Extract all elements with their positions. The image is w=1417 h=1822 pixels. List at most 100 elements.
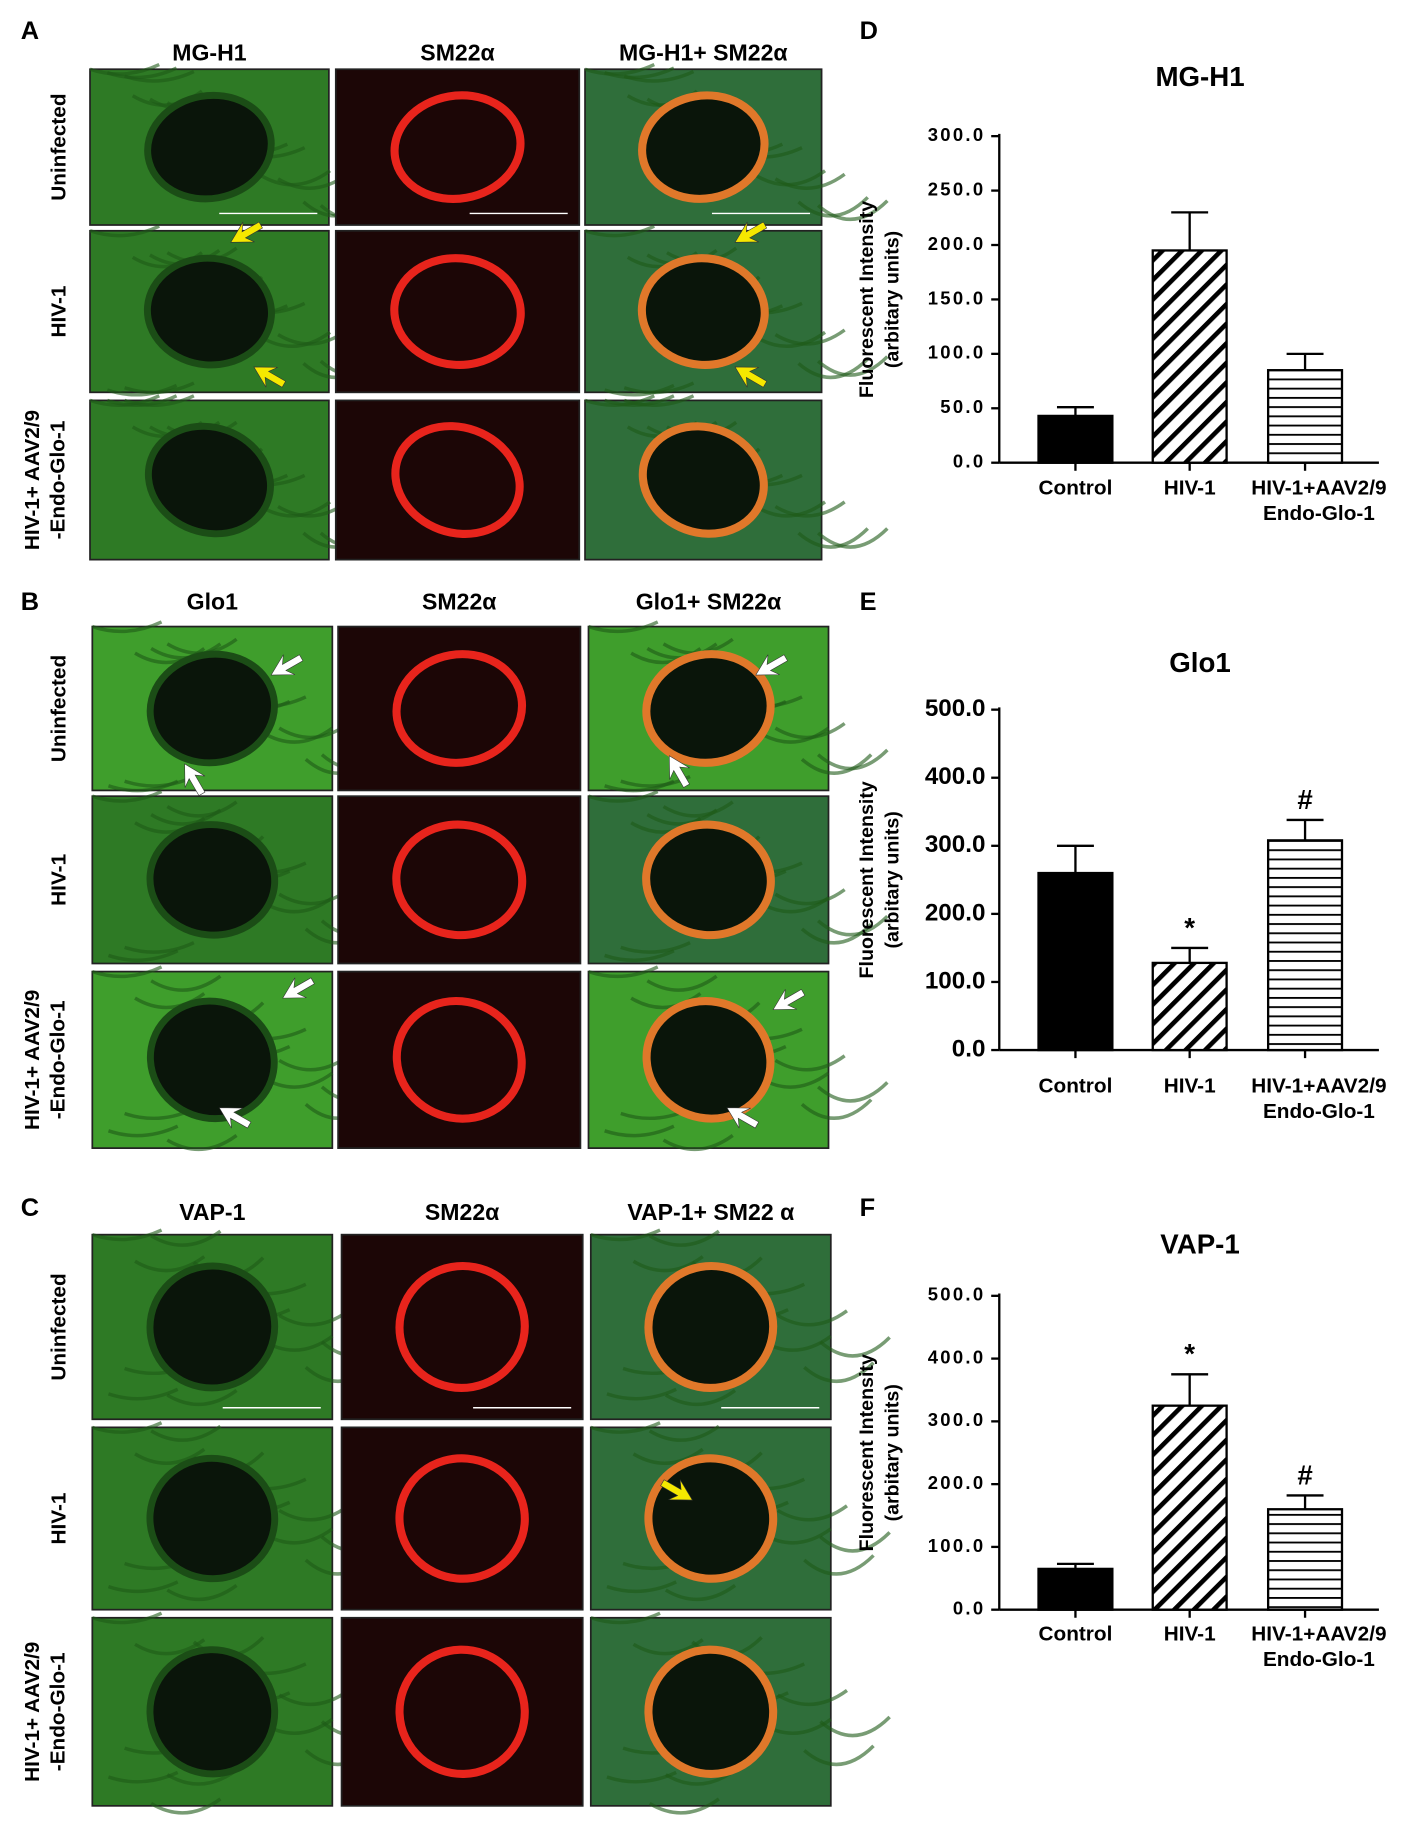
x-tick-label: HIV-1 (1164, 477, 1216, 500)
tissue-fiber (259, 330, 332, 349)
row-label: HIV-1 (47, 286, 70, 338)
arrow (282, 977, 315, 999)
vessel-lumen (644, 1645, 778, 1778)
tissue-fiber (166, 1389, 238, 1407)
vessel-lumen (144, 91, 275, 203)
column-header: SM22α (420, 39, 494, 65)
y-tick-label: 250.0 (928, 178, 986, 199)
tissue-fiber (816, 1081, 889, 1103)
tissue-fiber (134, 992, 206, 1010)
vessel-lumen (644, 1261, 778, 1392)
tissue-fiber (107, 1580, 179, 1594)
tissue-fiber (606, 1580, 677, 1594)
y-tick-label: 300.0 (928, 1409, 986, 1430)
row-label: HIV-1 (47, 1493, 70, 1545)
y-axis-label: (arbitary units) (881, 1384, 903, 1521)
tissue-fiber (150, 974, 222, 992)
tissue-fiber (662, 800, 734, 818)
y-tick-label: 200.0 (925, 899, 986, 926)
tissue-fiber (106, 66, 178, 80)
chart-title: VAP-1 (1160, 1229, 1240, 1260)
arrow (668, 755, 690, 788)
arrow (726, 1107, 760, 1129)
vessel-lumen (642, 997, 775, 1123)
tissue-fiber (664, 1389, 737, 1407)
tissue-fiber (620, 941, 691, 954)
y-tick-label: 300.0 (925, 831, 986, 858)
vessel-lumen (395, 1454, 529, 1583)
panel-letter: A (21, 17, 39, 45)
vessel-lumen (642, 820, 775, 940)
tissue-fiber (604, 1124, 675, 1138)
tissue-fiber (774, 328, 846, 346)
column-header: MG-H1 (172, 39, 246, 65)
vessel-lumen (638, 91, 769, 203)
row-label: -Endo-Glo-1 (46, 1000, 69, 1119)
arrow (253, 366, 286, 388)
tissue-fiber (648, 1229, 720, 1247)
tissue-fiber (150, 1797, 222, 1815)
tissue-fiber (587, 965, 659, 979)
tissue-fiber (590, 1611, 661, 1625)
vessel-lumen (146, 650, 278, 767)
y-axis-label: (arbitary units) (881, 231, 903, 368)
panel-letter: C (21, 1194, 39, 1222)
row-label: HIV-1 (47, 854, 70, 906)
x-tick-label: HIV-1 (1164, 1074, 1216, 1097)
tissue-fiber (803, 1554, 875, 1576)
tissue-fiber (632, 1447, 704, 1465)
x-tick-label: Endo-Glo-1 (1263, 502, 1375, 525)
tissue-fiber (646, 974, 718, 992)
column-header: MG-H1+ SM22α (619, 39, 788, 65)
tissue-fiber (107, 1124, 179, 1138)
vessel-lumen (395, 1261, 529, 1392)
tissue-fiber (774, 722, 846, 740)
x-tick-label: HIV-1+AAV2/9 (1251, 1074, 1386, 1097)
tissue-fiber (797, 527, 869, 549)
y-axis-label: Fluorescent Intensity (856, 1354, 878, 1551)
column-header: VAP-1+ SM22 α (627, 1199, 794, 1225)
bar (1266, 1508, 1344, 1611)
tissue-fiber (91, 965, 163, 979)
row-label: HIV-1+ AAV2/9 (21, 990, 44, 1130)
tissue-fiber (584, 224, 655, 238)
tissue-fiber (776, 1309, 848, 1327)
tissue-fiber (166, 1584, 238, 1602)
x-tick-label: Control (1039, 1074, 1113, 1097)
tissue-fiber (648, 1424, 720, 1442)
y-tick-label: 400.0 (925, 763, 986, 790)
arrow (734, 221, 768, 243)
tissue-fiber (91, 1611, 163, 1625)
panel-letter: B (21, 588, 39, 616)
tissue-fiber (134, 1255, 206, 1273)
tissue-fiber (124, 394, 195, 407)
tissue-fiber (107, 949, 179, 962)
tissue-fiber (816, 355, 889, 377)
x-tick-label: Endo-Glo-1 (1263, 1648, 1375, 1671)
tissue-fiber (664, 1584, 737, 1602)
panel-letter: F (860, 1194, 876, 1222)
vessel-lumen (144, 422, 274, 538)
chart-title: MG-H1 (1155, 61, 1244, 92)
arrow (270, 654, 304, 676)
tissue-fiber (803, 1361, 875, 1383)
tissue-fiber (590, 1228, 661, 1242)
row-label: Uninfected (47, 1273, 70, 1380)
y-tick-label: 0.0 (953, 1598, 986, 1619)
vessel-lumen (390, 254, 525, 369)
tissue-fiber (776, 1689, 848, 1707)
y-axis-label: Fluorescent Intensity (856, 781, 878, 978)
tissue-fiber (587, 790, 659, 803)
vessel-lumen (146, 1454, 279, 1583)
tissue-fiber (774, 888, 846, 906)
y-tick-label: 500.0 (925, 695, 986, 722)
vessel-lumen (395, 1645, 529, 1778)
column-header: Glo1+ SM22α (636, 589, 782, 615)
arrow (230, 221, 263, 243)
row-label: -Endo-Glo-1 (46, 1652, 69, 1771)
tissue-fiber (166, 800, 238, 818)
y-tick-label: 300.0 (928, 124, 986, 145)
y-tick-label: 100.0 (928, 1535, 986, 1556)
vessel-lumen (146, 1646, 279, 1778)
